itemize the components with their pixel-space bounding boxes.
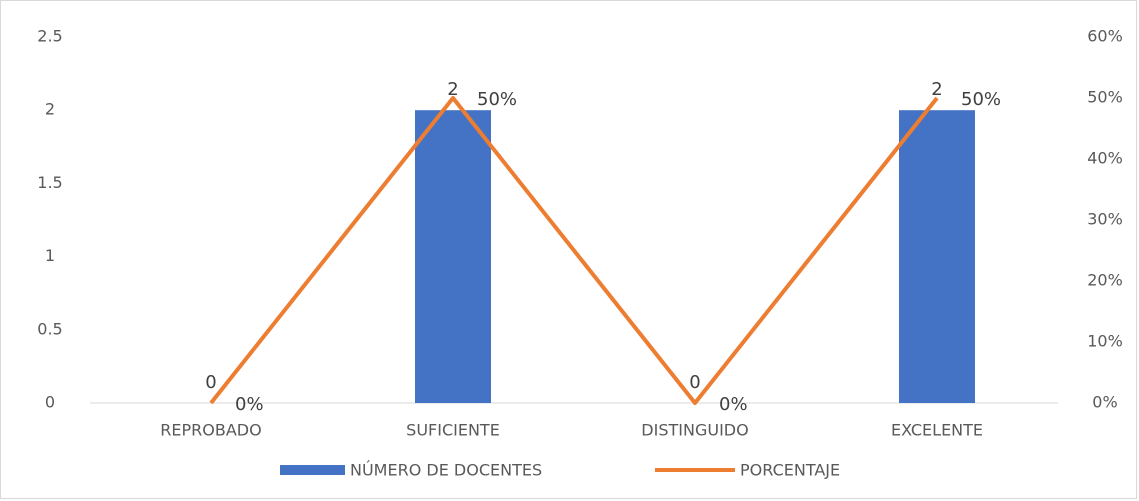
y-tick-label: 1.5 [37, 173, 62, 192]
y-tick-label: 2 [45, 100, 55, 119]
y2-tick-label: 40% [1087, 149, 1123, 168]
bar-value-label: 0 [689, 372, 700, 393]
line-value-label: 0% [235, 394, 264, 415]
y2-tick-label: 20% [1087, 271, 1123, 290]
x-tick-label: EXCELENTE [891, 421, 983, 440]
y2-tick-label: 0% [1092, 393, 1117, 412]
y2-tick-label: 60% [1087, 27, 1123, 46]
line [209, 96, 939, 405]
bar [415, 110, 491, 403]
bar-value-label: 0 [205, 372, 216, 393]
y2-tick-label: 30% [1087, 210, 1123, 229]
bar [899, 110, 975, 403]
bar-value-label: 2 [447, 79, 458, 100]
y-tick-label: 2.5 [37, 27, 62, 46]
line-value-label: 50% [477, 89, 517, 110]
x-tick-label: DISTINGUIDO [641, 421, 748, 440]
y2-tick-label: 50% [1087, 88, 1123, 107]
y-tick-label: 0.5 [37, 319, 62, 338]
bar-value-label: 2 [931, 79, 942, 100]
legend-swatch [280, 465, 345, 475]
legend-label: NÚMERO DE DOCENTES [350, 461, 542, 480]
y-tick-label: 1 [45, 246, 55, 265]
x-tick-label: REPROBADO [160, 421, 261, 440]
y2-tick-label: 10% [1087, 332, 1123, 351]
line-value-label: 50% [961, 89, 1001, 110]
line-value-label: 0% [719, 394, 748, 415]
legend-label: PORCENTAJE [740, 461, 840, 480]
y-tick-label: 0 [45, 393, 55, 412]
x-tick-label: SUFICIENTE [406, 421, 500, 440]
